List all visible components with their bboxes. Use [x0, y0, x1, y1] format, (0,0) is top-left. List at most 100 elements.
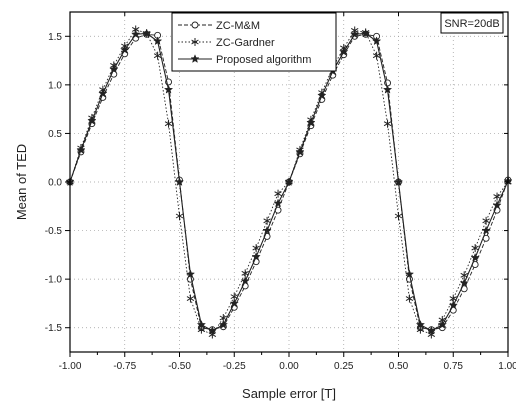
marker-asterisk — [383, 119, 392, 128]
marker-asterisk — [186, 294, 195, 303]
marker-asterisk-stroke — [186, 296, 195, 302]
marker-asterisk — [493, 192, 501, 201]
marker-asterisk-stroke — [219, 315, 228, 321]
x-tick-label: -0.25 — [223, 361, 246, 372]
marker-asterisk-stroke — [263, 218, 271, 224]
marker-star — [131, 29, 141, 39]
marker-star — [262, 225, 272, 235]
marker-asterisk — [175, 212, 184, 220]
marker-star — [76, 145, 86, 154]
marker-star — [437, 319, 447, 329]
x-tick-label: 0.00 — [279, 361, 299, 372]
marker-asterisk-stroke — [274, 191, 282, 197]
y-tick-label: 1.5 — [48, 32, 62, 43]
marker-star — [152, 36, 163, 46]
marker-asterisk-stroke — [394, 213, 403, 219]
marker-star — [98, 88, 108, 98]
marker-star — [470, 252, 480, 262]
marker-asterisk-stroke — [230, 294, 238, 300]
marker-star — [185, 269, 196, 279]
marker-asterisk — [252, 244, 260, 253]
marker-star — [174, 177, 185, 186]
marker-star — [87, 115, 97, 125]
legend-label: Proposed algorithm — [216, 54, 311, 66]
marker-asterisk-stroke — [153, 53, 162, 59]
marker-star — [404, 269, 415, 279]
marker-asterisk-stroke — [460, 272, 468, 278]
marker-asterisk-stroke — [449, 296, 457, 302]
marker-asterisk-stroke — [164, 121, 173, 127]
marker-star — [481, 225, 491, 235]
marker-asterisk — [191, 38, 199, 46]
marker-star — [109, 64, 119, 74]
marker-asterisk — [394, 212, 403, 220]
y-tick-label: -1.0 — [45, 275, 63, 286]
marker-asterisk-stroke — [175, 213, 184, 219]
marker-star — [240, 276, 250, 286]
marker-star — [317, 90, 327, 100]
marker-star — [284, 177, 294, 186]
marker-star — [190, 54, 200, 63]
series-2 — [65, 28, 513, 335]
marker-star — [273, 198, 283, 208]
marker-asterisk — [153, 51, 162, 60]
y-tick-label: -1.5 — [45, 323, 63, 334]
marker-asterisk-stroke — [241, 270, 249, 276]
marker-star — [306, 117, 316, 127]
marker-star — [382, 84, 393, 94]
x-tick-label: 0.25 — [334, 361, 354, 372]
marker-star — [350, 29, 360, 39]
marker-star — [163, 84, 174, 94]
y-tick-label: 0.0 — [48, 178, 62, 189]
marker-star — [459, 278, 469, 287]
marker-star — [229, 298, 239, 308]
y-tick-label: 0.5 — [48, 129, 62, 140]
y-axis-title: Mean of TED — [14, 144, 29, 220]
legend-label: ZC-M&M — [216, 20, 260, 32]
snr-annotation-text: SNR=20dB — [444, 18, 499, 30]
legend-label: ZC-Gardner — [216, 37, 275, 49]
y-tick-label: 1.0 — [48, 80, 62, 91]
marker-asterisk-stroke — [191, 39, 199, 45]
marker-asterisk-stroke — [252, 245, 260, 251]
x-tick-label: 0.50 — [389, 361, 409, 372]
marker-star — [426, 325, 437, 335]
x-tick-label: 0.75 — [444, 361, 464, 372]
y-tick-label: -0.5 — [45, 226, 63, 237]
x-tick-label: -1.00 — [59, 361, 82, 372]
marker-star — [360, 28, 371, 38]
marker-asterisk — [164, 119, 173, 128]
marker-asterisk-stroke — [372, 53, 381, 59]
snr-annotation-box — [440, 12, 504, 34]
marker-star — [196, 319, 207, 329]
marker-star — [415, 319, 426, 329]
marker-star — [393, 177, 404, 186]
marker-asterisk — [263, 216, 271, 225]
marker-asterisk — [405, 294, 414, 303]
marker-asterisk-stroke — [383, 121, 392, 127]
marker-asterisk — [482, 216, 490, 225]
marker-star — [218, 319, 228, 329]
marker-star — [371, 36, 382, 46]
legend: ZC-M&M ZC-Gardner Proposed algorithm — [171, 12, 337, 72]
marker-asterisk-stroke — [471, 245, 479, 251]
marker-star — [295, 146, 305, 156]
marker-star — [492, 200, 502, 210]
marker-asterisk — [471, 244, 479, 253]
marker-star — [448, 300, 458, 310]
marker-star — [251, 251, 261, 261]
axis-ticks: -1.00 -0.75 -0.50 -0.25 0.00 0.25 0.50 0.75 1.00… — [45, 12, 516, 372]
snr-annotation: SNR=20dB — [440, 12, 504, 34]
series-layer — [65, 25, 513, 339]
marker-asterisk — [372, 51, 381, 60]
x-tick-label: -0.50 — [168, 361, 191, 372]
marker-star — [141, 28, 152, 38]
x-tick-label: 1.00 — [498, 361, 516, 372]
x-axis-title: Sample error [T] — [242, 386, 336, 401]
marker-circle — [191, 21, 199, 29]
marker-star — [207, 325, 218, 335]
marker-asterisk-stroke — [493, 194, 501, 200]
marker-star — [339, 46, 349, 56]
marker-star — [120, 44, 130, 54]
